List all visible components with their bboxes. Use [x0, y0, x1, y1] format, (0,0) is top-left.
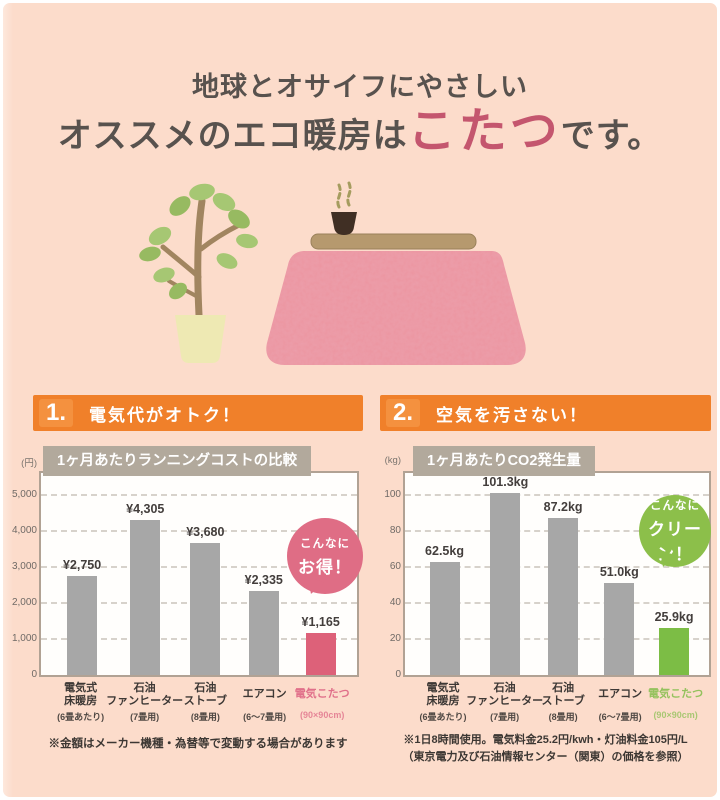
footnote-line: ※金額はメーカー機種・為替等で変動する場合があります [48, 738, 348, 750]
title-prefix: オススメのエコ暖房は [57, 116, 408, 156]
bar-石油ファンヒーター [130, 520, 161, 675]
plant-icon [139, 183, 258, 363]
chart-2-plot-area: 62.5kg 101.3kg 87.2kg 51.0kg 25.9kg [403, 471, 711, 677]
bar-value-label: ¥3,680 [186, 525, 225, 539]
chart-2-y-axis: 0 20 40 60 80 100 [357, 473, 401, 680]
bar-エアコン [604, 583, 635, 675]
y-tick-label: 1,000 [11, 633, 37, 644]
chart-1-x-axis: 電気式 床暖房 (6畳あたり) 石油 ファンヒーター (7畳用) 石油 ストーブ (8畳用) エア… [39, 681, 359, 727]
section-2-heading: 空気を汚さない！ [436, 405, 588, 425]
bubble-line1: こんなに [650, 500, 700, 512]
y-tick-label: 20 [389, 633, 401, 644]
savings-bubble: こんなに お得！ [287, 518, 363, 594]
bar-電気式床暖房 [429, 562, 460, 675]
page-title: オススメのエコ暖房はこたつです。 [3, 107, 717, 157]
bar-value-label: 51.0kg [599, 565, 639, 579]
bar-石油ストーブ [190, 543, 221, 675]
bar-石油ファンヒーター [490, 493, 521, 675]
section-2-number: 2. [386, 399, 420, 427]
y-tick-label: 0 [31, 669, 37, 680]
x-label-電気こたつ: 電気こたつ (90×90cm) [648, 688, 704, 720]
bubble-line2: お得！ [298, 557, 352, 577]
x-label-エアコン: エアコン (6～7畳用) [242, 688, 287, 722]
gridline [41, 494, 357, 496]
x-label-石油ファンヒーター: 石油 ファンヒーター (7畳用) [106, 682, 184, 722]
x-label-電気式床暖房: 電気式 床暖房 (6畳あたり) [57, 682, 105, 722]
bar-value-label: 87.2kg [543, 500, 583, 514]
bar-value-label: ¥4,305 [126, 502, 165, 516]
kotatsu-scene-svg [139, 181, 526, 365]
bar-電気こたつ [659, 628, 690, 675]
y-tick-label: 3,000 [11, 561, 37, 572]
bar-value-label: 25.9kg [654, 610, 694, 624]
y-tick-label: 80 [389, 525, 401, 536]
bar-value-label: ¥2,750 [62, 558, 102, 572]
chart-2-x-axis: 電気式 床暖房 (6畳あたり) 石油 ファンヒーター (7畳用) 石油 ストーブ (8畳用) エア… [403, 681, 711, 727]
y-tick-label: 2,000 [11, 597, 37, 608]
x-label-電気こたつ: 電気こたつ (90×90cm) [294, 688, 350, 720]
x-label-石油ストーブ: 石油 ストーブ (8畳用) [183, 682, 228, 722]
chart-1-y-axis: 0 1,000 2,000 3,000 4,000 5,000 [3, 473, 37, 680]
gridline [41, 530, 357, 532]
bar-電気式床暖房 [67, 576, 98, 675]
chart-2-footnote: ※1日8時間使用。電気料金25.2円/kwh・灯油料金105円/L （東京電力及… [380, 732, 711, 766]
y-tick-label: 4,000 [11, 525, 37, 536]
clean-bubble: こんなに クリーン！ [639, 495, 711, 567]
x-label-電気式床暖房: 電気式 床暖房 (6畳あたり) [419, 682, 467, 722]
y-tick-label: 0 [395, 669, 401, 680]
footnote-line: ※1日8時間使用。電気料金25.2円/kwh・灯油料金105円/L [403, 734, 688, 746]
chart-1-footnote: ※金額はメーカー機種・為替等で変動する場合があります [33, 736, 363, 753]
section-1-number: 1. [39, 399, 73, 427]
y-tick-label: 100 [384, 489, 401, 500]
bubble-line2: クリーン！ [648, 520, 702, 564]
x-label-石油ストーブ: 石油 ストーブ (8畳用) [541, 682, 585, 722]
section-running-cost: 1. 電気代がオトク！ 1ヶ月あたりランニングコストの比較 (円) 0 1,000… [12, 395, 363, 787]
bar-電気こたつ [305, 633, 336, 675]
gridline [405, 494, 709, 496]
bubble-line1: こんなに [300, 537, 350, 550]
y-tick-label: 5,000 [11, 489, 37, 500]
section-1-header: 1. 電気代がオトク！ [33, 395, 363, 431]
bar-value-label: 101.3kg [482, 475, 529, 489]
y-tick-label: 40 [389, 597, 401, 608]
page-subtitle: 地球とオサイフにやさしい [192, 72, 528, 103]
x-label-石油ファンヒーター: 石油 ファンヒーター (7畳用) [466, 682, 544, 722]
bar-value-label: ¥1,165 [301, 615, 340, 629]
chart-1-title: 1ヶ月あたりランニングコストの比較 [43, 446, 312, 476]
section-co2: 2. 空気を汚さない！ 1ヶ月あたりCO2発生量 (kg) 0 20 40 60 80 1… [380, 395, 711, 787]
kotatsu-icon [266, 233, 526, 365]
bar-value-label: ¥2,335 [244, 573, 283, 587]
title-suffix: です。 [560, 116, 663, 156]
x-label-エアコン: エアコン (6～7畳用) [598, 688, 643, 722]
bar-value-label: 62.5kg [425, 544, 464, 558]
section-2-header: 2. 空気を汚さない！ [380, 395, 711, 431]
chart-1-unit-label: (円) [21, 458, 37, 469]
chart-1-plot-area: ¥2,750 ¥4,305 ¥3,680 ¥2,335 ¥1,165 [39, 471, 359, 677]
teacup-icon [331, 181, 357, 235]
bar-石油ストーブ [548, 518, 579, 675]
chart-2-unit-label: (kg) [384, 455, 401, 466]
y-tick-label: 60 [389, 561, 401, 572]
bar-エアコン [248, 591, 279, 675]
title-highlight: こたつ [407, 103, 561, 159]
footnote-line: （東京電力及び石油情報センター（関東）の価格を参照） [402, 751, 689, 763]
section-1-heading: 電気代がオトク！ [89, 405, 241, 425]
kotatsu-illustration [133, 175, 553, 375]
chart-2-title: 1ヶ月あたりCO2発生量 [413, 446, 595, 476]
